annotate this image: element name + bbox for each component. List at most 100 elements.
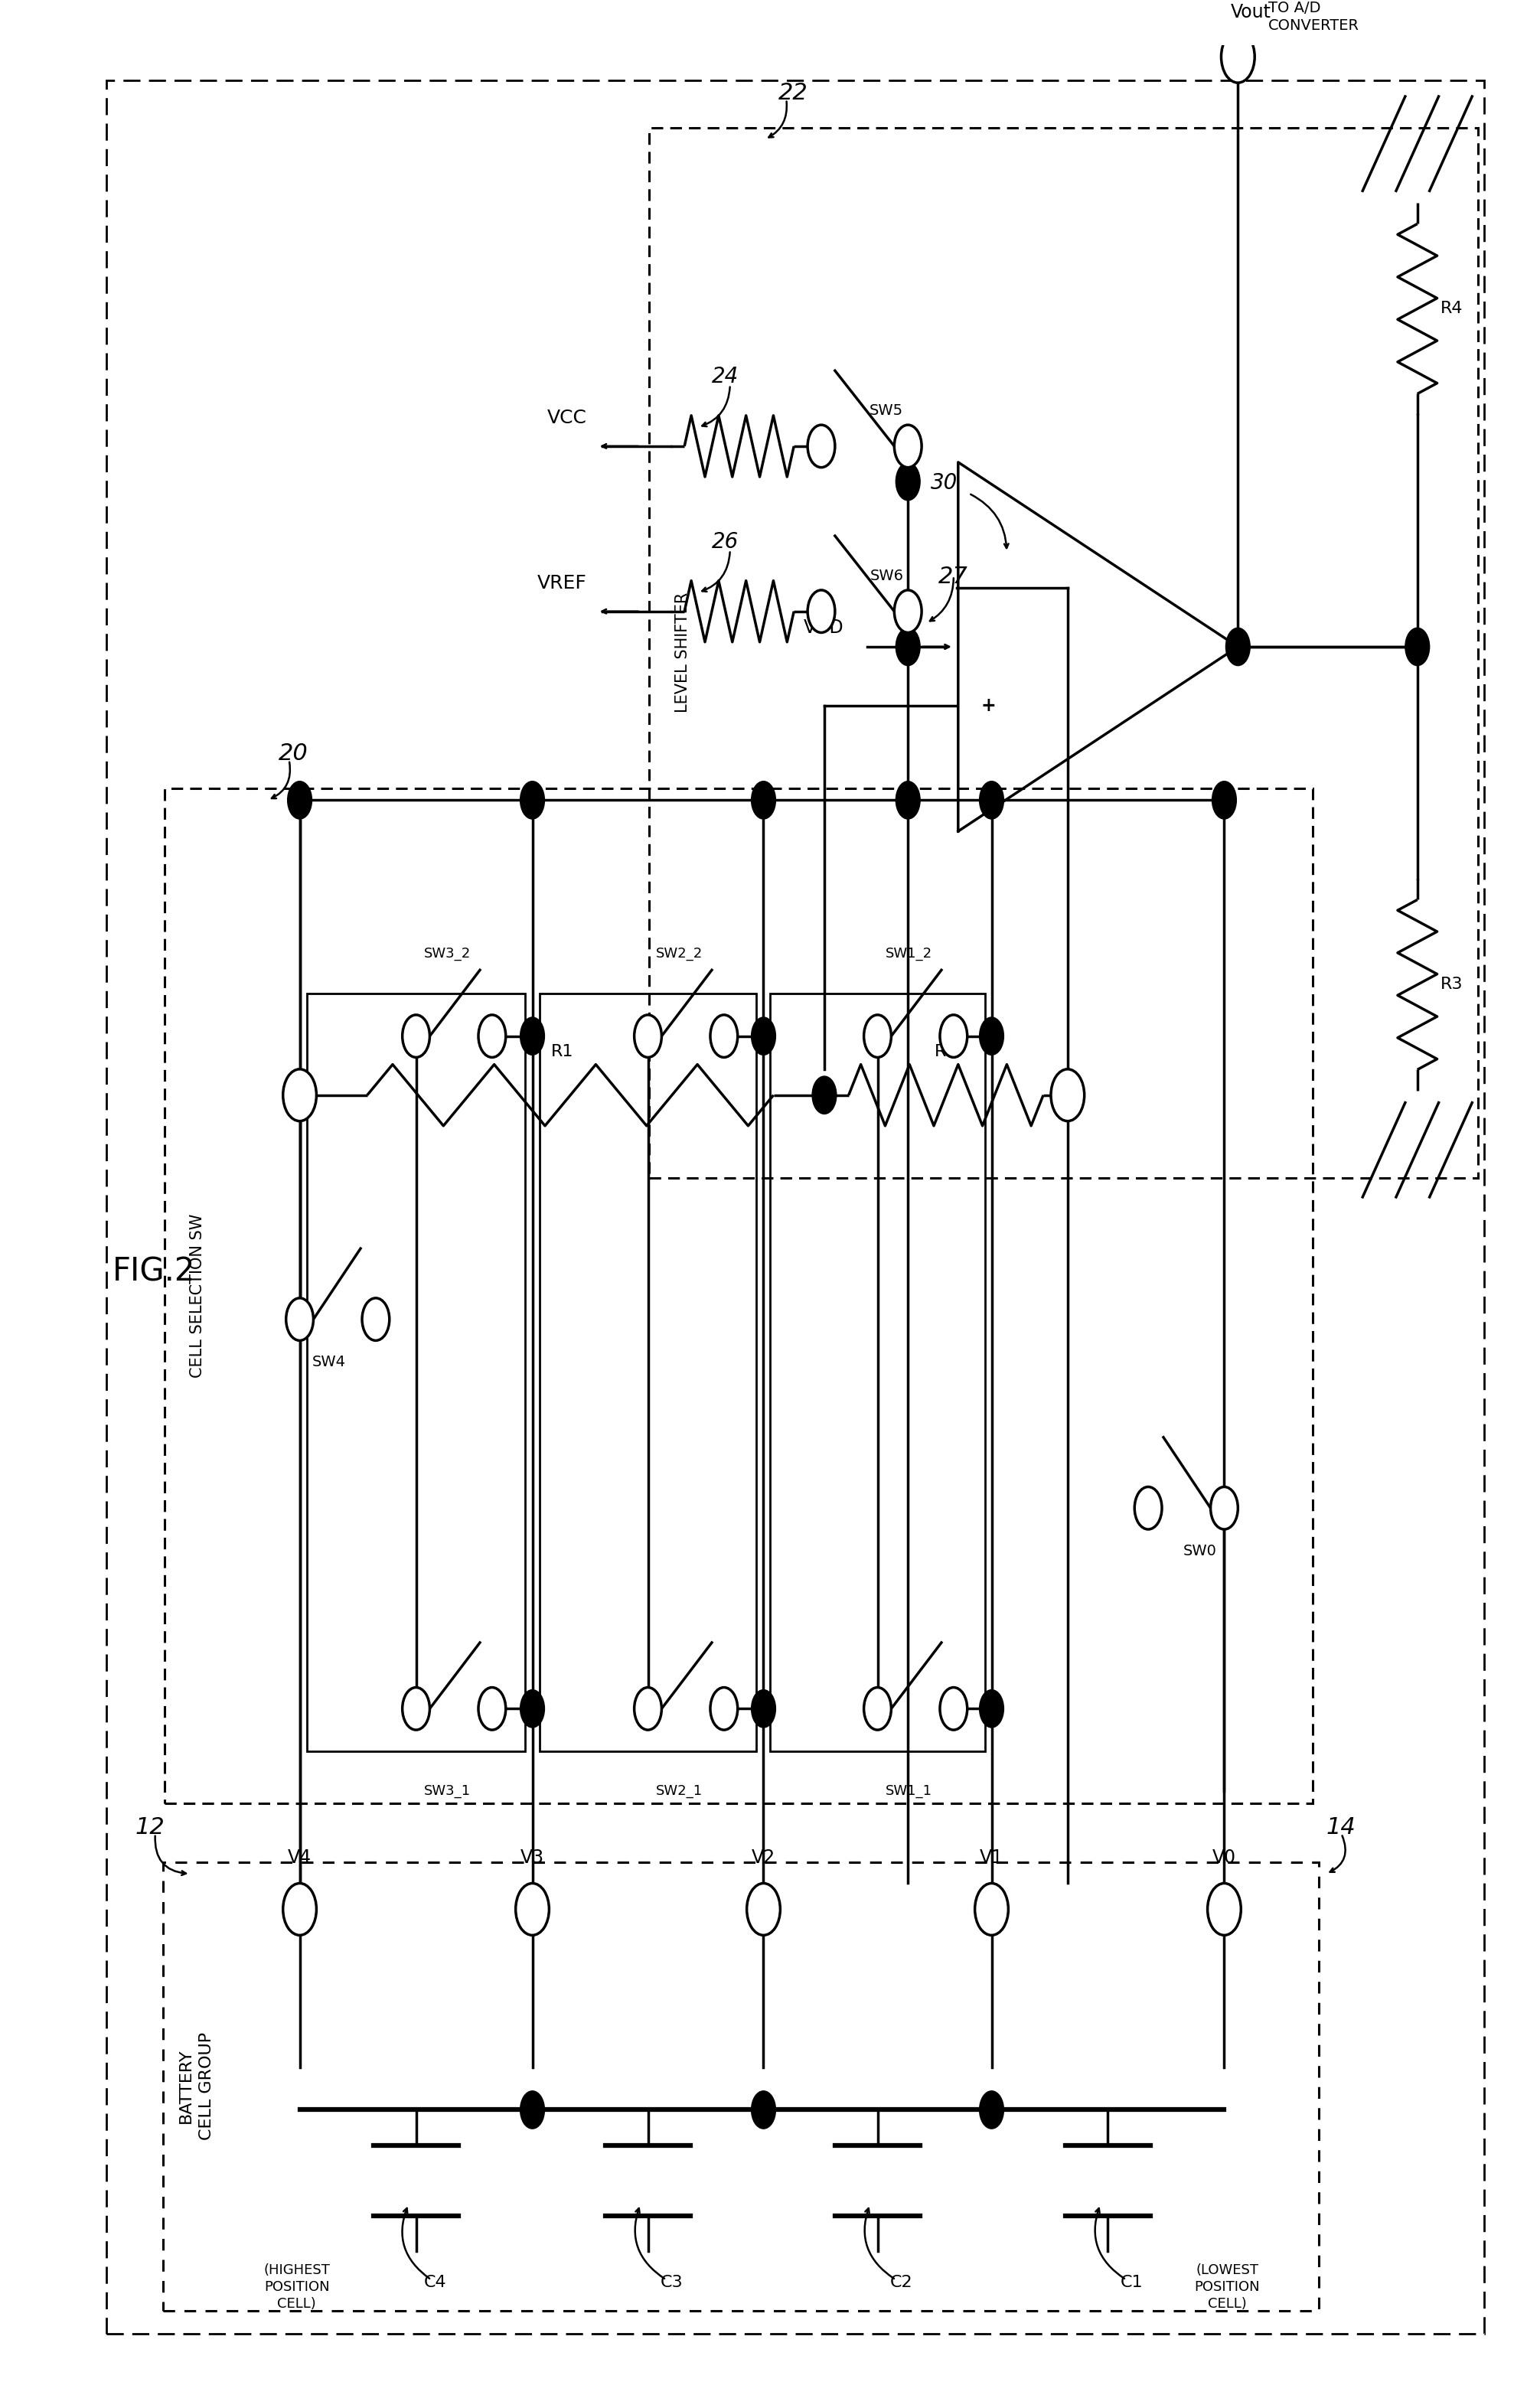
Circle shape (808, 424, 835, 467)
Circle shape (402, 1014, 429, 1057)
Circle shape (1135, 1486, 1162, 1529)
Circle shape (287, 780, 312, 819)
Text: V3: V3 (521, 1849, 544, 1866)
Text: CELL SELECTION SW: CELL SELECTION SW (191, 1214, 206, 1377)
Text: SW5: SW5 (869, 402, 904, 419)
Text: LEVEL SHIFTER: LEVEL SHIFTER (675, 592, 690, 713)
Text: SW2_2: SW2_2 (655, 946, 702, 961)
Text: 24: 24 (712, 366, 739, 388)
Circle shape (521, 2090, 545, 2129)
Text: +: + (980, 696, 996, 715)
Text: SW3_1: SW3_1 (423, 1784, 470, 1799)
Text: V4: V4 (287, 1849, 312, 1866)
Text: 22: 22 (779, 82, 808, 104)
FancyArrowPatch shape (768, 101, 786, 137)
Text: 30: 30 (931, 472, 957, 494)
Circle shape (362, 1298, 389, 1341)
Circle shape (1222, 31, 1255, 82)
FancyArrowPatch shape (402, 2208, 429, 2278)
Circle shape (1051, 1069, 1084, 1122)
Text: SW6: SW6 (870, 568, 904, 583)
Text: R3: R3 (1440, 978, 1463, 992)
FancyArrowPatch shape (635, 2208, 664, 2278)
Circle shape (403, 1690, 428, 1727)
Circle shape (751, 2090, 776, 2129)
Text: FIG.2: FIG.2 (113, 1257, 195, 1288)
Text: 26: 26 (712, 530, 739, 551)
Text: V0: V0 (1212, 1849, 1237, 1866)
Circle shape (1208, 1883, 1241, 1936)
Circle shape (895, 424, 922, 467)
Circle shape (282, 1069, 316, 1122)
Circle shape (478, 1014, 505, 1057)
FancyArrowPatch shape (702, 551, 730, 592)
Circle shape (710, 1688, 738, 1729)
Circle shape (751, 1690, 776, 1727)
Circle shape (403, 1016, 428, 1055)
Circle shape (282, 1883, 316, 1936)
Text: V2: V2 (751, 1849, 776, 1866)
FancyArrowPatch shape (702, 388, 730, 426)
Circle shape (812, 1076, 837, 1115)
Circle shape (635, 1690, 660, 1727)
Text: VCC: VCC (547, 409, 586, 426)
Text: SW4: SW4 (312, 1356, 345, 1370)
Circle shape (1212, 780, 1237, 819)
Text: 12: 12 (136, 1816, 165, 1837)
Text: SW2_1: SW2_1 (655, 1784, 702, 1799)
FancyArrowPatch shape (864, 2208, 893, 2278)
FancyArrowPatch shape (1095, 2208, 1124, 2278)
Circle shape (747, 1883, 780, 1936)
Text: R1: R1 (551, 1045, 573, 1060)
Text: Vout: Vout (1231, 2, 1270, 22)
Circle shape (895, 590, 922, 633)
Circle shape (979, 780, 1003, 819)
Circle shape (866, 1016, 890, 1055)
Text: −: − (980, 578, 996, 597)
Text: BATTERY
CELL GROUP: BATTERY CELL GROUP (179, 2032, 214, 2141)
Text: V1: V1 (980, 1849, 1003, 1866)
Circle shape (941, 1014, 967, 1057)
Circle shape (1405, 628, 1429, 665)
Circle shape (521, 1016, 545, 1055)
Circle shape (521, 780, 545, 819)
Circle shape (941, 1688, 967, 1729)
Circle shape (1211, 1486, 1238, 1529)
FancyArrowPatch shape (971, 494, 1008, 549)
Circle shape (979, 1016, 1003, 1055)
Circle shape (751, 1016, 776, 1055)
Circle shape (478, 1688, 505, 1729)
Circle shape (516, 1883, 550, 1936)
FancyArrowPatch shape (156, 1835, 186, 1876)
Text: VDD: VDD (803, 619, 844, 638)
Circle shape (979, 1690, 1003, 1727)
Text: VREF: VREF (538, 573, 586, 592)
Circle shape (635, 1016, 660, 1055)
Circle shape (979, 2090, 1003, 2129)
Text: C2: C2 (890, 2276, 913, 2290)
Circle shape (710, 1014, 738, 1057)
Text: SW1_1: SW1_1 (886, 1784, 931, 1799)
Text: SW3_2: SW3_2 (423, 946, 470, 961)
Circle shape (864, 1014, 892, 1057)
Circle shape (634, 1688, 661, 1729)
Circle shape (634, 1014, 661, 1057)
Circle shape (864, 1688, 892, 1729)
Text: C3: C3 (660, 2276, 683, 2290)
Text: SW0: SW0 (1183, 1544, 1217, 1558)
Text: TO A/D
CONVERTER: TO A/D CONVERTER (1269, 0, 1359, 34)
Circle shape (896, 462, 921, 501)
Text: R4: R4 (1440, 301, 1463, 315)
FancyArrowPatch shape (1330, 1835, 1345, 1871)
Text: 20: 20 (278, 742, 308, 766)
Circle shape (896, 628, 921, 665)
Text: 14: 14 (1325, 1816, 1356, 1837)
Text: (LOWEST
POSITION
CELL): (LOWEST POSITION CELL) (1194, 2264, 1260, 2312)
Circle shape (751, 780, 776, 819)
FancyArrowPatch shape (930, 578, 953, 621)
Circle shape (286, 1298, 313, 1341)
Text: 27: 27 (939, 566, 968, 588)
Text: C1: C1 (1121, 2276, 1142, 2290)
Circle shape (521, 1690, 545, 1727)
Circle shape (1226, 628, 1251, 665)
